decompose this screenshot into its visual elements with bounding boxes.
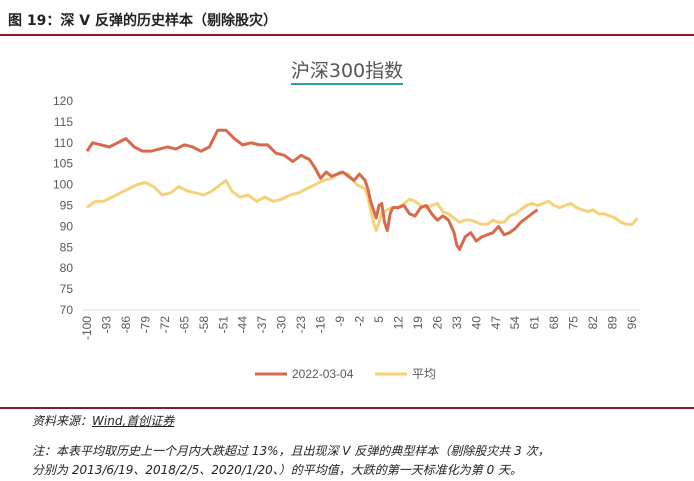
x-tick-label: -72	[158, 316, 172, 334]
bottom-rule	[0, 407, 694, 409]
y-tick-label: 105	[53, 157, 73, 171]
x-tick-label: -9	[333, 316, 347, 327]
y-tick-label: 85	[60, 240, 74, 254]
x-tick-label: -51	[216, 316, 230, 334]
x-tick-label: 12	[391, 316, 405, 330]
x-tick-label: -44	[236, 316, 250, 334]
y-tick-label: 100	[53, 178, 73, 192]
source-value: Wind,首创证券	[92, 414, 175, 428]
x-tick-label: -79	[138, 316, 152, 334]
note-line: 分别为 2013/6/19、2018/2/5、2020/1/20、）的平均值，大…	[32, 463, 523, 477]
y-tick-label: 75	[60, 282, 74, 296]
x-tick-label: -30	[275, 316, 289, 334]
series-line-average	[86, 170, 639, 233]
x-tick-label: 61	[528, 316, 542, 330]
source-label: 资料来源：	[32, 414, 93, 428]
x-tick-label: 54	[508, 316, 522, 330]
y-tick-label: 95	[60, 199, 74, 213]
x-tick-label: 89	[606, 316, 620, 330]
x-tick-label: 47	[489, 316, 503, 330]
y-tick-label: 120	[53, 94, 73, 108]
chart-title-text: 沪深300指数	[290, 60, 404, 85]
legend-label: 2022-03-04	[292, 367, 354, 381]
top-rule	[0, 34, 694, 36]
x-tick-label: 40	[469, 316, 483, 330]
figure-title: 图 19：深 V 反弹的历史样本（剔除股灾）	[8, 13, 277, 29]
line-chart: 70 75 80 85 90 95 100 105 110 115 120 -100 -93 -86 -79…	[53, 94, 640, 381]
x-tick-label: 68	[547, 316, 561, 330]
x-tick-label: 26	[430, 316, 444, 330]
x-tick-label: -58	[197, 316, 211, 334]
x-tick-label: 82	[586, 316, 600, 330]
x-tick-label: -16	[314, 316, 328, 334]
y-tick-label: 110	[54, 136, 73, 150]
x-tick-label: -86	[119, 316, 133, 334]
x-tick-label: 5	[372, 316, 386, 323]
series-line-2022-03-04	[85, 128, 539, 251]
legend-label: 平均	[412, 367, 436, 381]
note-line: 注：本表平均取历史上一个月内大跌超过 13%，且出现深 V 反弹的典型样本（剔除…	[32, 444, 550, 458]
x-tick-label: 33	[450, 316, 464, 330]
x-tick-label: 19	[411, 316, 425, 330]
x-tick-label: -37	[255, 316, 269, 334]
source: 资料来源：Wind,首创证券	[32, 412, 174, 429]
y-tick-label: 115	[54, 115, 73, 129]
x-tick-label: -100	[80, 316, 94, 340]
x-tick-label: -23	[294, 316, 308, 334]
x-tick-label: -65	[177, 316, 191, 334]
x-tick-label: -2	[353, 316, 367, 327]
chart-title: 沪深300指数	[0, 56, 694, 85]
y-tick-label: 80	[60, 261, 74, 275]
y-tick-label: 70	[60, 303, 74, 317]
x-tick-label: -93	[99, 316, 113, 334]
y-tick-label: 90	[60, 219, 74, 233]
note: 注：本表平均取历史上一个月内大跌超过 13%，且出现深 V 反弹的典型样本（剔除…	[32, 442, 550, 480]
x-tick-label: 75	[567, 316, 581, 330]
x-tick-label: 96	[625, 316, 639, 330]
